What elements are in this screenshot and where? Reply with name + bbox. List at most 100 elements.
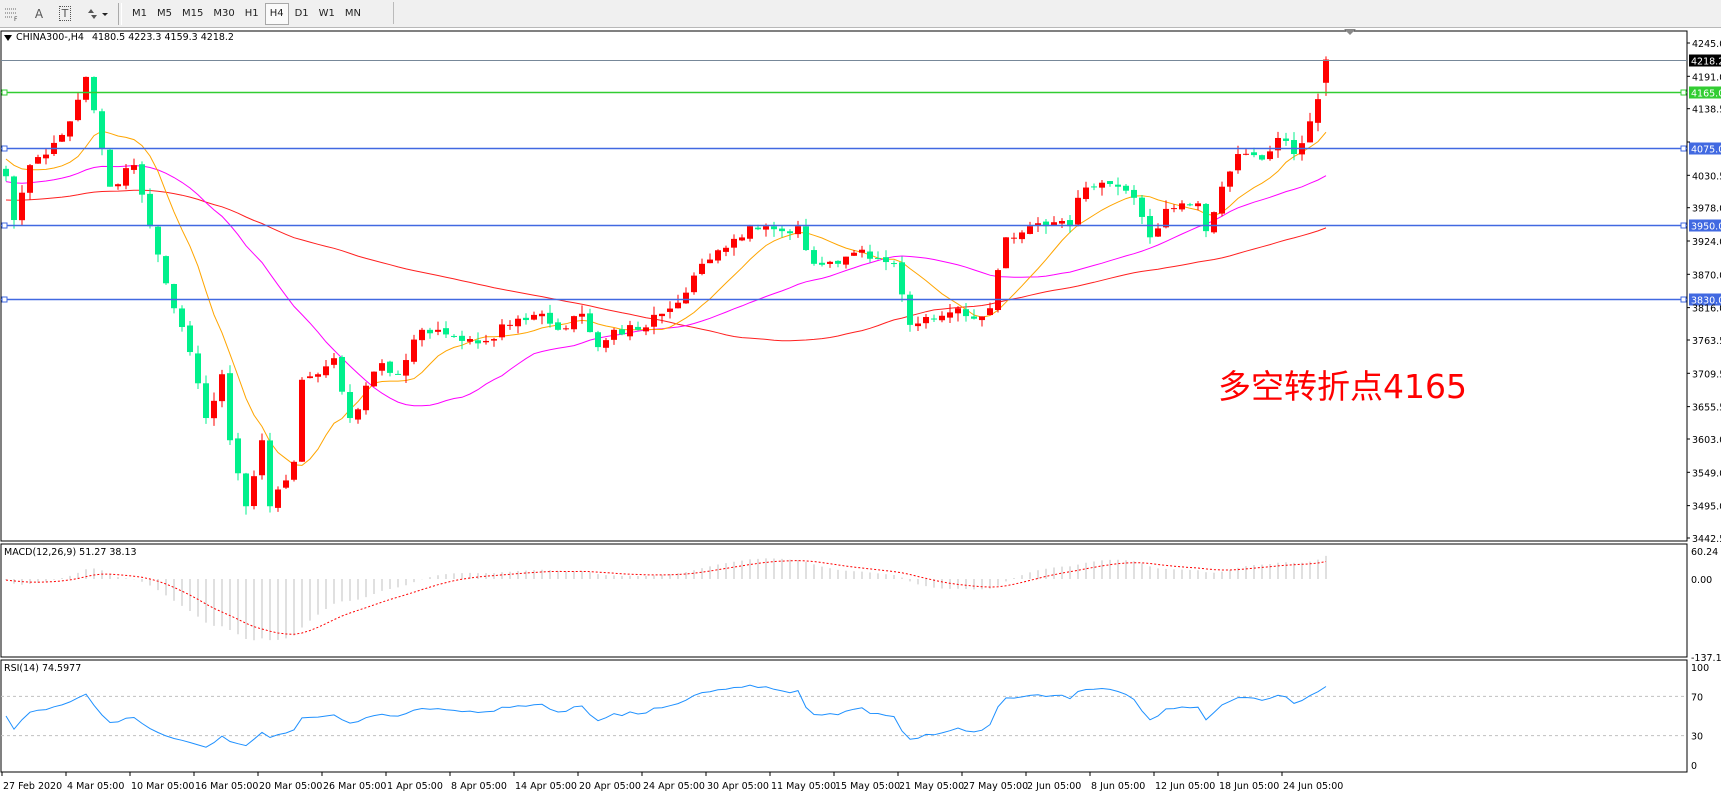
rsi-axis-label: 100 bbox=[1691, 663, 1709, 674]
candle bbox=[187, 320, 193, 356]
candle bbox=[507, 320, 513, 330]
candle bbox=[1219, 181, 1225, 217]
candle-body bbox=[779, 228, 785, 232]
main-price-panel[interactable] bbox=[0, 30, 1688, 542]
line-handle-right[interactable] bbox=[1680, 89, 1687, 96]
timeframe-m15[interactable]: M15 bbox=[182, 8, 204, 19]
candle bbox=[683, 287, 689, 304]
candle-body bbox=[395, 373, 401, 375]
candle-body bbox=[507, 324, 513, 326]
candle-body bbox=[787, 231, 793, 234]
grid-icon[interactable]: F bbox=[0, 3, 22, 25]
candle-body bbox=[483, 340, 489, 343]
candle bbox=[1203, 203, 1209, 238]
candle bbox=[899, 256, 905, 302]
timeframe-w1[interactable]: W1 bbox=[318, 8, 335, 19]
candle-body bbox=[1003, 237, 1009, 269]
candle-body bbox=[523, 317, 529, 321]
candle-body bbox=[955, 308, 961, 314]
chart-shift-marker-icon[interactable] bbox=[1344, 29, 1356, 35]
candle bbox=[1259, 154, 1265, 161]
candle bbox=[147, 188, 153, 229]
line-handle-right[interactable] bbox=[1680, 222, 1687, 229]
candle-body bbox=[803, 226, 809, 251]
candle-body bbox=[755, 227, 761, 230]
candle-body bbox=[1307, 121, 1313, 143]
price-axis-label: 3816.0 bbox=[1692, 304, 1721, 315]
candle bbox=[659, 313, 665, 324]
line-handle-left[interactable] bbox=[1, 296, 8, 303]
candle-body bbox=[563, 328, 569, 330]
candle bbox=[1043, 218, 1049, 234]
timeframe-mn[interactable]: MN bbox=[344, 8, 362, 19]
line-handle-right[interactable] bbox=[1680, 145, 1687, 152]
candle-body bbox=[1315, 99, 1321, 123]
candle bbox=[211, 392, 217, 426]
line-handle-left[interactable] bbox=[1, 222, 8, 229]
rsi-axis-label: 30 bbox=[1691, 732, 1703, 743]
rsi-panel[interactable] bbox=[0, 659, 1688, 773]
candle-body bbox=[643, 327, 649, 332]
arrows-icon[interactable] bbox=[80, 3, 112, 25]
candle bbox=[379, 359, 385, 376]
candle-body bbox=[235, 438, 241, 474]
line-handle-left[interactable] bbox=[1, 89, 8, 96]
timeframe-h4[interactable]: H4 bbox=[264, 2, 289, 25]
candle-body bbox=[771, 226, 777, 230]
candle-body bbox=[571, 316, 577, 330]
candle bbox=[203, 375, 209, 424]
timeframe-m5[interactable]: M5 bbox=[157, 8, 172, 19]
time-axis-label: 27 May 05:00 bbox=[963, 781, 1028, 792]
collapse-triangle-icon[interactable] bbox=[4, 34, 12, 41]
price-tag-pivot: 4165.0 bbox=[1691, 89, 1721, 100]
candle-body bbox=[83, 76, 89, 100]
candle bbox=[1243, 148, 1249, 156]
candle-body bbox=[875, 258, 881, 260]
candle bbox=[1051, 216, 1057, 226]
rsi-axis-label: 0 bbox=[1691, 761, 1697, 772]
drawing-tools: F A T M1 M5 M15 M30 H1 H4 D1 W1 MN bbox=[0, 0, 365, 27]
timeframe-h1[interactable]: H1 bbox=[244, 8, 259, 19]
time-axis-label: 20 Apr 05:00 bbox=[579, 781, 641, 792]
timeframe-m30[interactable]: M30 bbox=[213, 8, 235, 19]
candle-body bbox=[459, 335, 465, 341]
candle-body bbox=[307, 376, 313, 379]
candle bbox=[419, 327, 425, 347]
candle bbox=[363, 382, 369, 415]
candle bbox=[555, 318, 561, 331]
candle-body bbox=[427, 329, 433, 334]
candle-body bbox=[747, 226, 753, 239]
candle-body bbox=[491, 339, 497, 341]
candle-body bbox=[867, 251, 873, 259]
candle bbox=[1027, 221, 1033, 235]
candle bbox=[11, 175, 17, 229]
candle-body bbox=[811, 250, 817, 264]
time-axis-label: 10 Mar 05:00 bbox=[131, 781, 194, 792]
text-icon[interactable]: A bbox=[34, 6, 44, 21]
candle-body bbox=[275, 489, 281, 508]
candle bbox=[643, 324, 649, 336]
time-axis-label: 14 Apr 05:00 bbox=[515, 781, 577, 792]
candle-body bbox=[107, 149, 113, 187]
annotation-text[interactable]: 多空转折点4165 bbox=[1218, 367, 1467, 406]
candle bbox=[291, 460, 297, 482]
candle-body bbox=[1291, 140, 1297, 155]
candle-body bbox=[1275, 137, 1281, 151]
text-label-icon[interactable]: T bbox=[54, 3, 76, 25]
candle bbox=[275, 486, 281, 512]
line-handle-right[interactable] bbox=[1680, 296, 1687, 303]
timeframe-m1[interactable]: M1 bbox=[132, 8, 147, 19]
time-axis-label: 1 Apr 05:00 bbox=[387, 781, 443, 792]
line-handle-left[interactable] bbox=[1, 145, 8, 152]
candle-body bbox=[1099, 182, 1105, 188]
candle-body bbox=[963, 309, 969, 317]
candle-body bbox=[827, 261, 833, 264]
timeframe-d1[interactable]: D1 bbox=[294, 8, 309, 19]
candle bbox=[1099, 180, 1105, 196]
macd-panel[interactable] bbox=[0, 543, 1688, 658]
candle-body bbox=[475, 340, 481, 344]
time-axis-label: 21 May 05:00 bbox=[899, 781, 964, 792]
candle-body bbox=[379, 363, 385, 371]
candle bbox=[403, 353, 409, 383]
